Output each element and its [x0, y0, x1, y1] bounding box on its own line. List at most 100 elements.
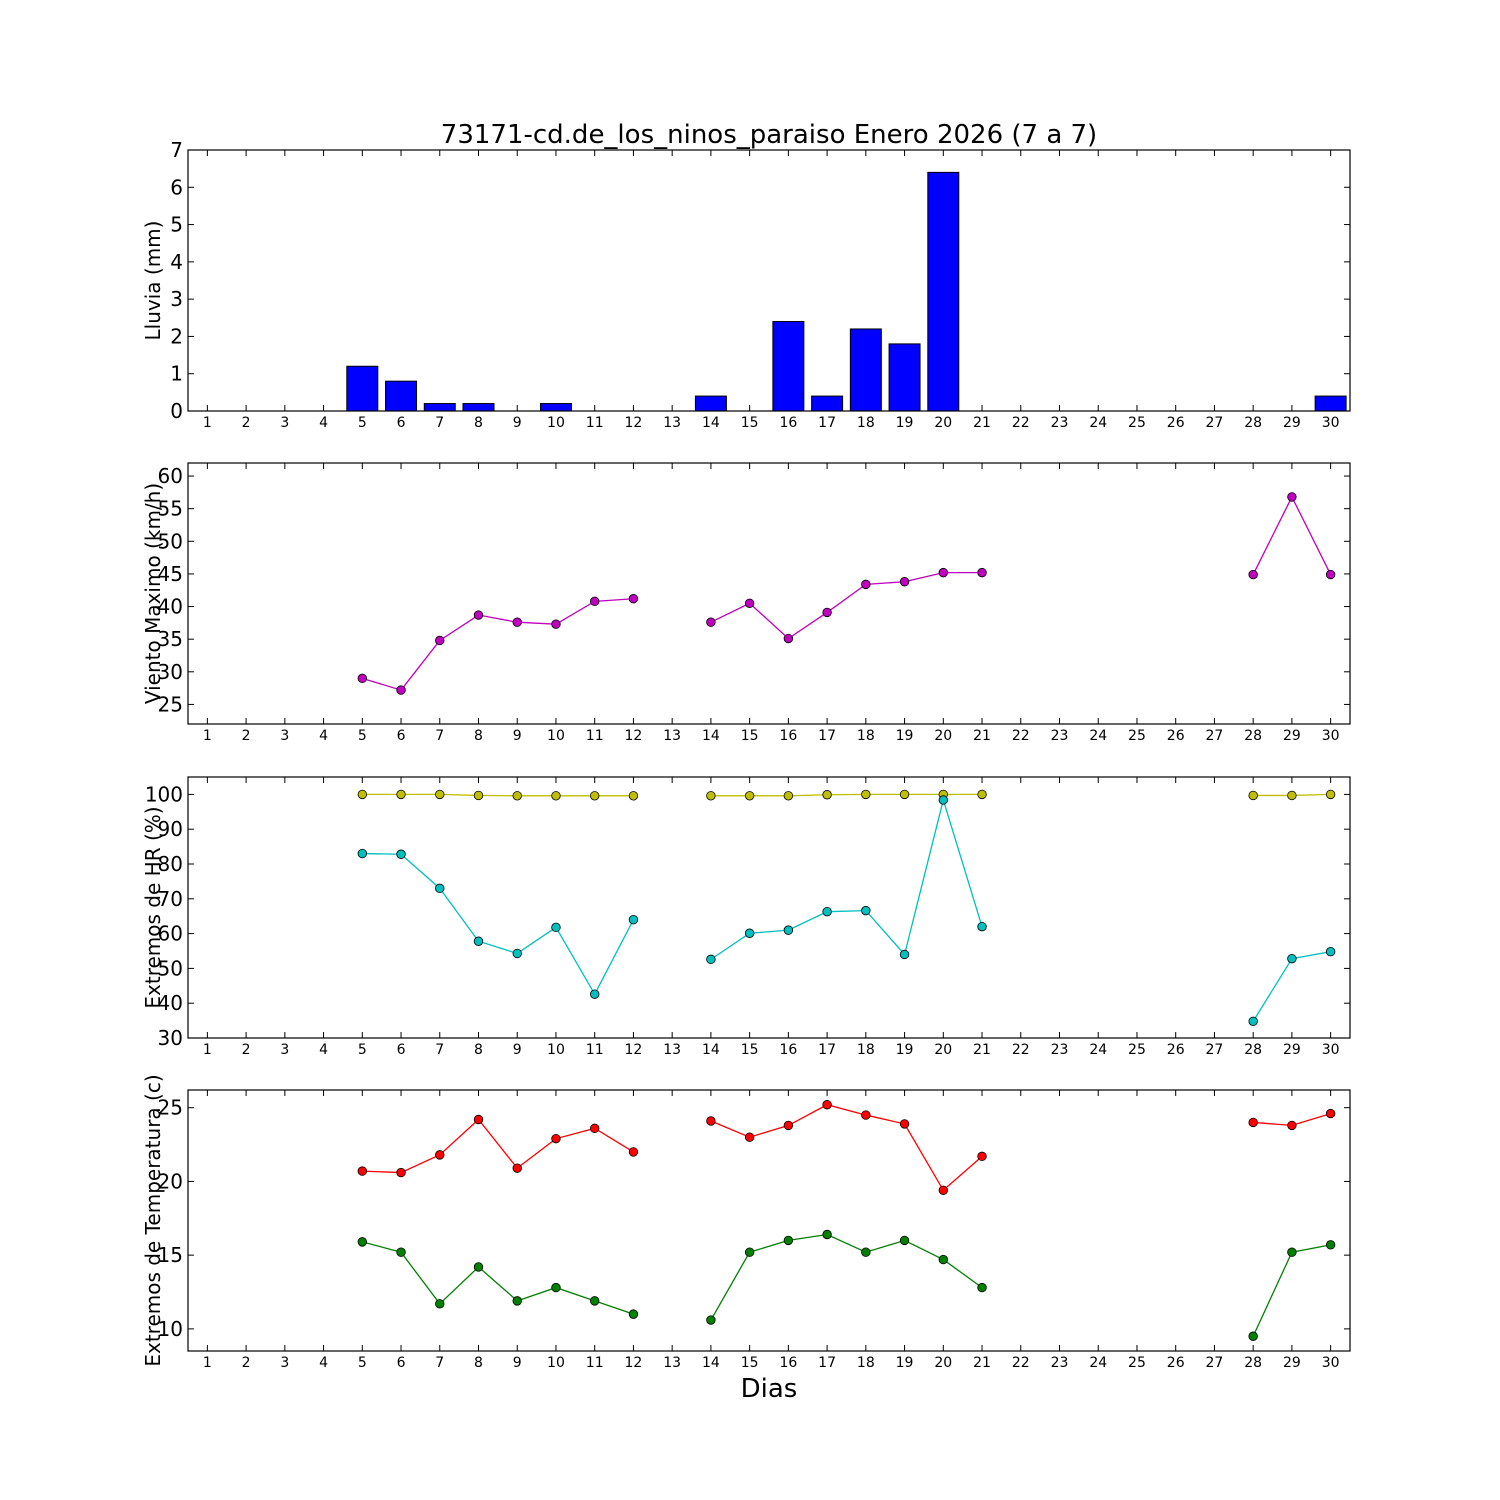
x-tick-label: 14	[702, 415, 720, 431]
temp-max-line	[362, 1118, 634, 1174]
wind-point-day-8	[473, 610, 484, 620]
plot-frame	[187, 1089, 1351, 1352]
y-tick-label: 45	[158, 562, 183, 586]
temp-min-point-day-19	[899, 1235, 910, 1246]
x-tick-label: 11	[586, 728, 604, 744]
temp-max-point-day-19	[899, 1119, 910, 1129]
wind-point-day-11	[590, 596, 600, 607]
temp-min-point-day-10	[551, 1282, 561, 1293]
x-tick-label: 17	[818, 1355, 836, 1371]
x-tick-label: 5	[358, 728, 367, 744]
y-tick-label: 70	[158, 887, 183, 911]
hr-max-point-day-21	[977, 789, 987, 800]
y-axis-label: Viento Maximo (km/h)	[141, 483, 165, 704]
temp-max-point-day-20	[938, 1185, 949, 1195]
temp-max-point-day-15	[744, 1132, 755, 1142]
x-tick-label: 16	[779, 415, 797, 431]
y-tick-label: 10	[158, 1317, 183, 1341]
temp-max-point-day-11	[590, 1123, 600, 1134]
hr-min-point-day-8	[473, 936, 484, 946]
x-tick-label: 17	[818, 415, 836, 431]
y-tick-label: 60	[158, 464, 183, 488]
y-tick-label: 0	[170, 399, 183, 423]
wind-point-day-21	[977, 567, 987, 578]
x-tick-label: 30	[1322, 415, 1340, 431]
rain-bar-day-17	[811, 395, 844, 412]
hr-max-point-day-11	[590, 791, 600, 801]
wind-point-day-10	[551, 619, 561, 629]
hr-max-point-day-8	[473, 790, 484, 801]
x-tick-label: 8	[474, 415, 483, 431]
x-tick-label: 11	[586, 1355, 604, 1371]
x-axis-label: Dias	[741, 1374, 798, 1404]
x-tick-label: 21	[973, 728, 991, 744]
x-tick-label: 27	[1206, 415, 1224, 431]
hr-min-point-day-11	[590, 989, 600, 999]
hr-min-point-day-16	[783, 925, 794, 935]
y-axis-label: Lluvia (mm)	[141, 221, 165, 341]
temp-min-point-day-7	[435, 1299, 445, 1309]
x-tick-label: 22	[1012, 415, 1030, 431]
y-tick-label: 25	[158, 1096, 183, 1120]
x-tick-label: 24	[1089, 728, 1107, 744]
temp-min-point-day-16	[783, 1235, 794, 1246]
x-tick-label: 7	[435, 1355, 444, 1371]
x-tick-label: 5	[358, 1355, 367, 1371]
temp-min-point-day-15	[744, 1247, 755, 1257]
x-tick-label: 20	[934, 1355, 952, 1371]
y-tick-label: 4	[170, 250, 183, 274]
hr-min-point-day-19	[899, 949, 910, 960]
rain-bar-day-10	[539, 403, 572, 412]
x-tick-label: 20	[934, 1042, 952, 1058]
hr-max-point-day-19	[899, 789, 910, 800]
temp-min-point-day-21	[977, 1282, 987, 1293]
x-tick-label: 18	[857, 1355, 875, 1371]
x-tick-label: 24	[1089, 1042, 1107, 1058]
x-tick-label: 2	[242, 1355, 251, 1371]
x-tick-label: 30	[1322, 1355, 1340, 1371]
hr-min-point-day-29	[1287, 953, 1297, 964]
x-tick-label: 19	[896, 728, 914, 744]
x-tick-label: 9	[513, 415, 522, 431]
temp-max-point-day-9	[512, 1163, 522, 1173]
rain-bar-day-6	[385, 380, 418, 412]
x-tick-label: 20	[934, 415, 952, 431]
x-tick-label: 5	[358, 1042, 367, 1058]
x-tick-label: 20	[934, 728, 952, 744]
hr-max-point-day-10	[551, 791, 561, 801]
x-tick-label: 27	[1206, 1355, 1224, 1371]
hr-max-point-day-7	[435, 789, 445, 800]
hr-min-point-day-12	[628, 914, 639, 925]
x-tick-label: 9	[513, 728, 522, 744]
x-tick-label: 4	[319, 1042, 328, 1058]
hr-min-line	[710, 797, 983, 960]
x-tick-label: 14	[702, 1355, 720, 1371]
wind-point-day-5	[357, 673, 368, 684]
x-tick-label: 1	[203, 415, 212, 431]
x-tick-label: 29	[1283, 1042, 1301, 1058]
temp-max-point-day-14	[706, 1116, 716, 1126]
temp-min-point-day-18	[861, 1247, 871, 1257]
x-tick-label: 27	[1206, 728, 1224, 744]
x-tick-label: 28	[1244, 1042, 1262, 1058]
hr-min-point-day-9	[512, 948, 522, 959]
x-tick-label: 2	[242, 728, 251, 744]
temp-max-point-day-21	[977, 1151, 987, 1162]
x-tick-label: 10	[547, 1355, 565, 1371]
x-tick-label: 4	[319, 1355, 328, 1371]
hr-max-point-day-28	[1248, 790, 1258, 801]
x-tick-label: 25	[1128, 1355, 1146, 1371]
rain-bar-day-14	[694, 395, 727, 412]
x-tick-label: 7	[435, 728, 444, 744]
hr-min-point-day-7	[435, 883, 445, 894]
x-tick-label: 1	[203, 728, 212, 744]
x-tick-label: 6	[397, 1042, 406, 1058]
hr-max-point-day-14	[706, 791, 716, 801]
temp-max-point-day-12	[628, 1147, 639, 1157]
hr-max-point-day-16	[783, 791, 794, 801]
x-tick-label: 23	[1051, 1042, 1069, 1058]
x-tick-label: 15	[741, 415, 759, 431]
y-tick-label: 30	[158, 1026, 183, 1050]
